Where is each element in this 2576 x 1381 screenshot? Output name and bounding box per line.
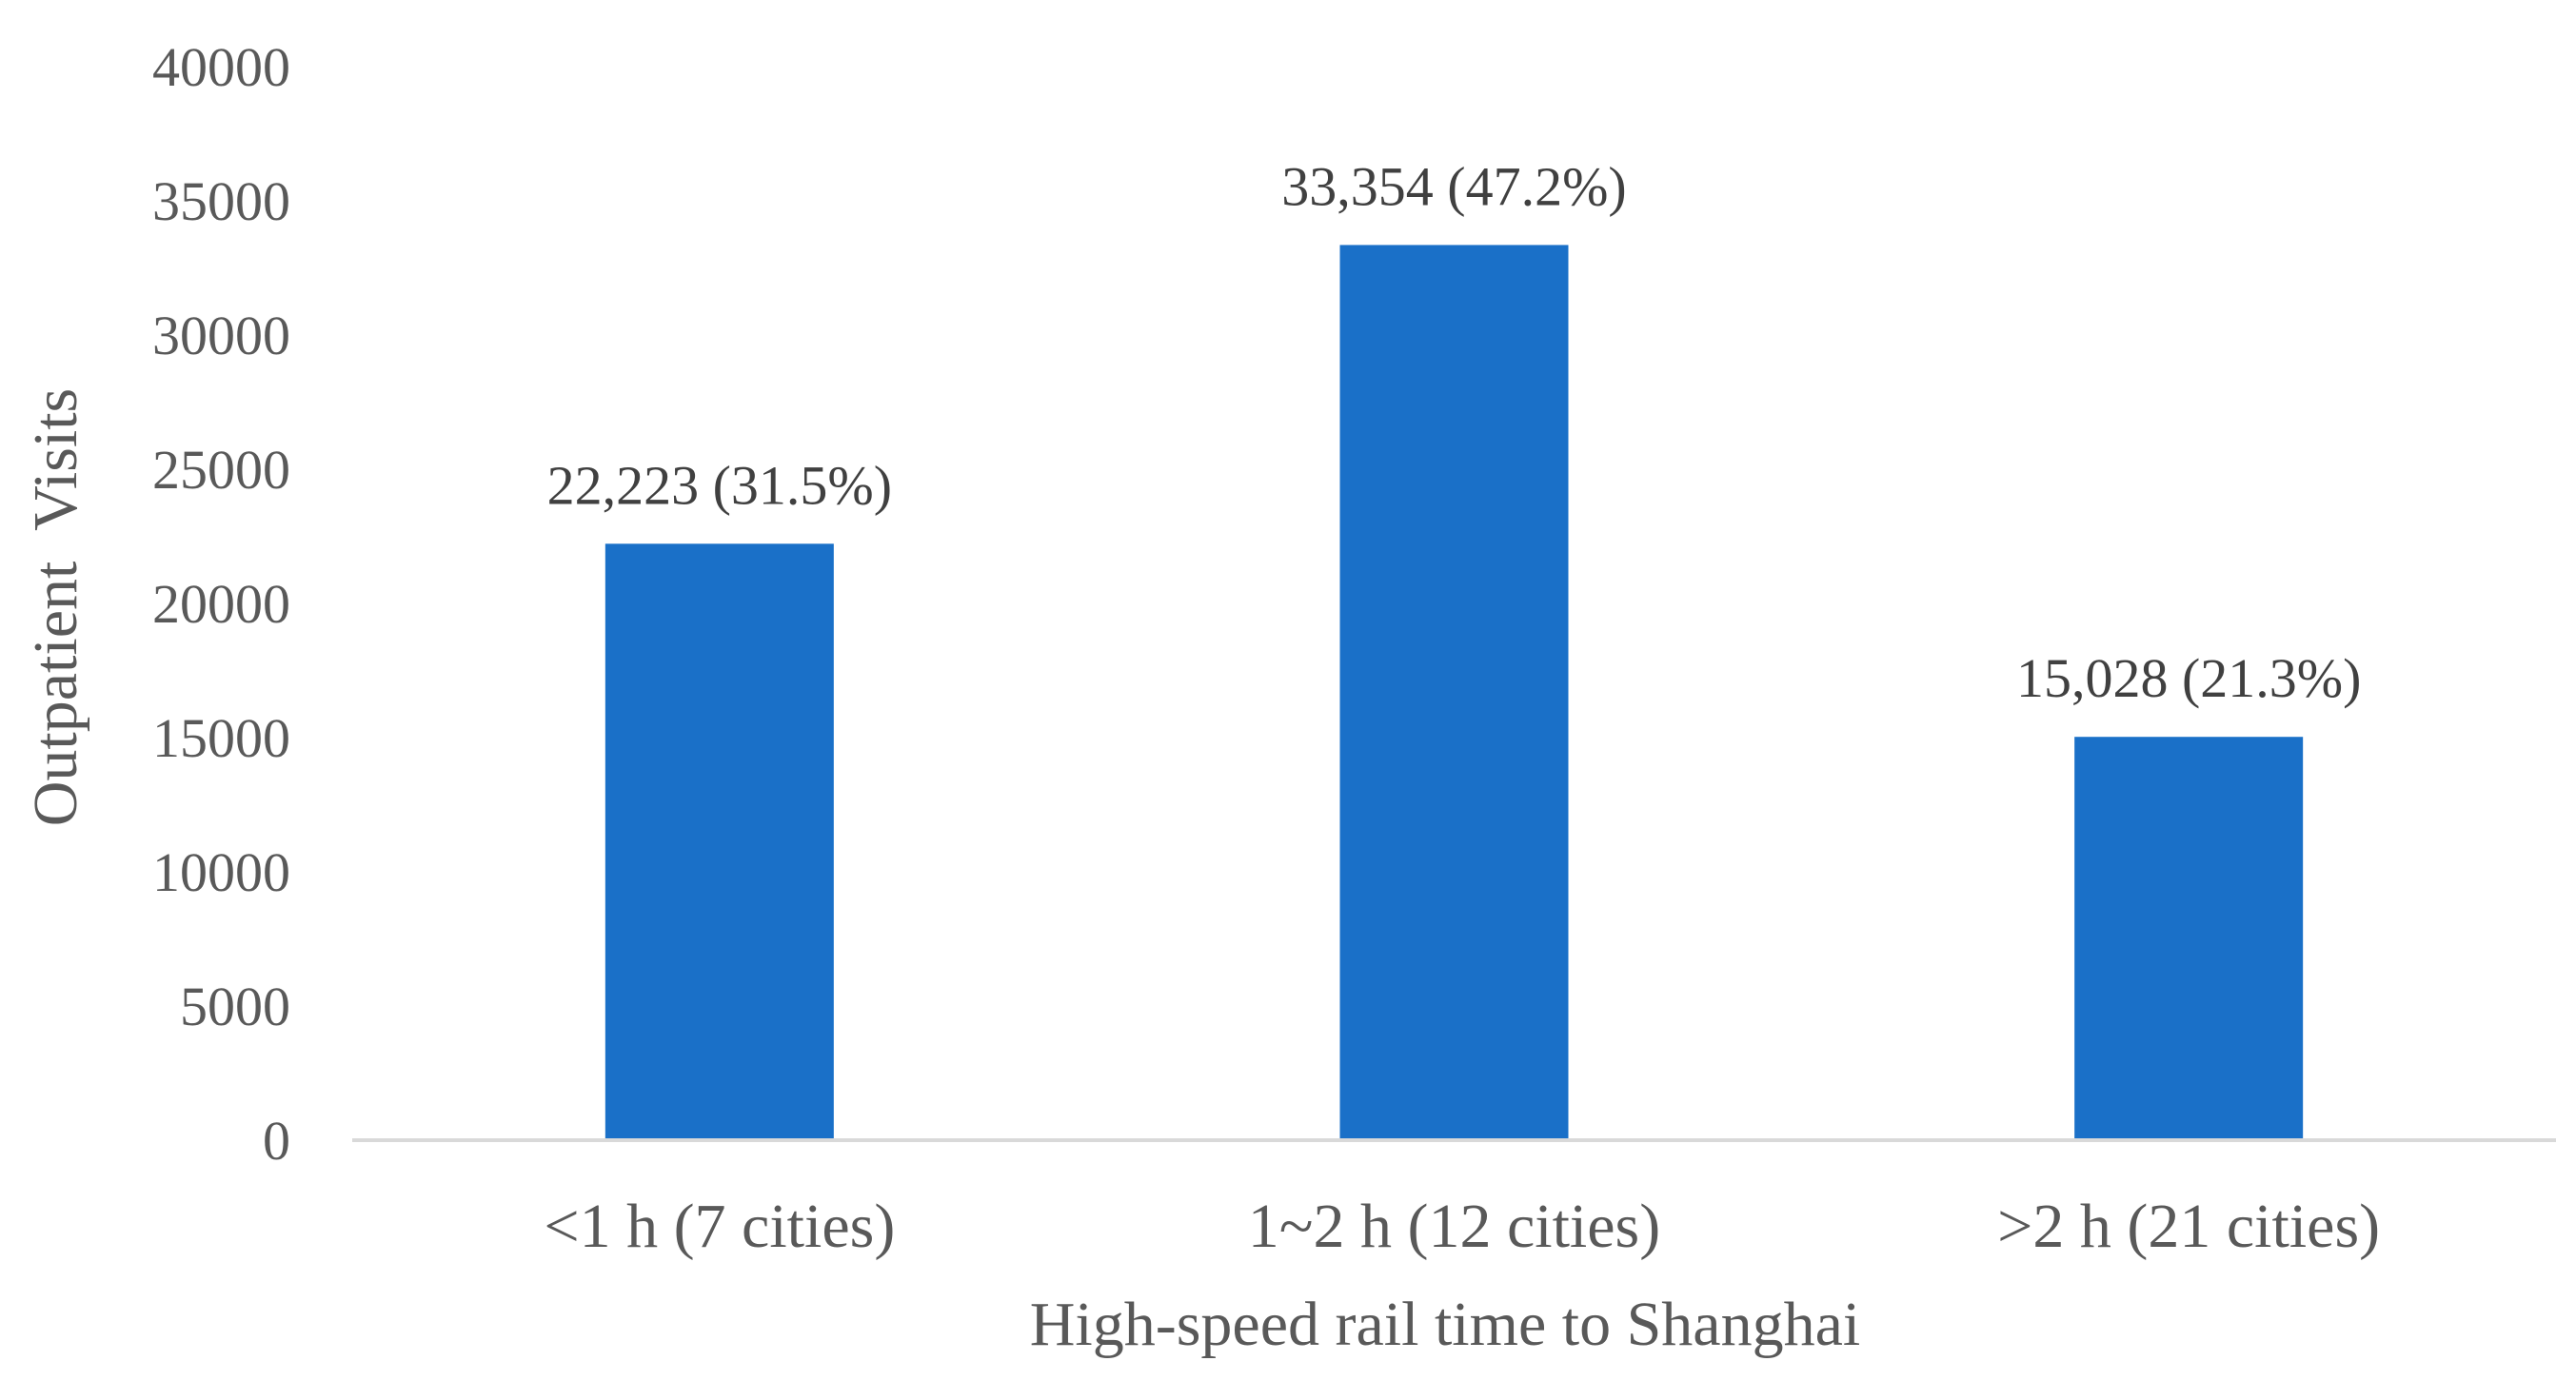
y-tick-label: 25000 [152,439,290,501]
y-tick-label: 30000 [152,305,290,366]
bar [604,543,834,1140]
x-axis-title: High-speed rail time to Shanghai [1030,1290,1860,1359]
y-tick-label: 40000 [152,36,290,98]
data-label: 33,354 (47.2%) [1281,155,1626,217]
y-tick-label: 5000 [180,976,290,1037]
y-axis-title: Outpatient Visits [21,388,90,827]
y-tick-label: 35000 [152,170,290,232]
data-label: 22,223 (31.5%) [547,454,892,516]
x-tick-label: >2 h (21 cities) [1997,1192,2380,1261]
y-tick-label: 15000 [152,707,290,769]
x-category-labels: <1 h (7 cities) 1~2 h (12 cities) >2 h (21… [544,1192,2380,1261]
y-tick-label: 0 [263,1110,290,1172]
bar [2074,737,2304,1140]
bars-group [604,245,2304,1140]
bar [1339,245,1569,1140]
data-labels: 22,223 (31.5%) 33,354 (47.2%) 15,028 (21.3… [547,155,2362,709]
x-tick-label: <1 h (7 cities) [544,1192,895,1261]
y-tick-labels: 0 5000 10000 15000 20000 25000 30000 35000 40000 [152,36,290,1172]
y-tick-label: 20000 [152,573,290,635]
x-tick-label: 1~2 h (12 cities) [1248,1192,1660,1261]
y-tick-label: 10000 [152,841,290,903]
data-label: 15,028 (21.3%) [2016,647,2361,709]
